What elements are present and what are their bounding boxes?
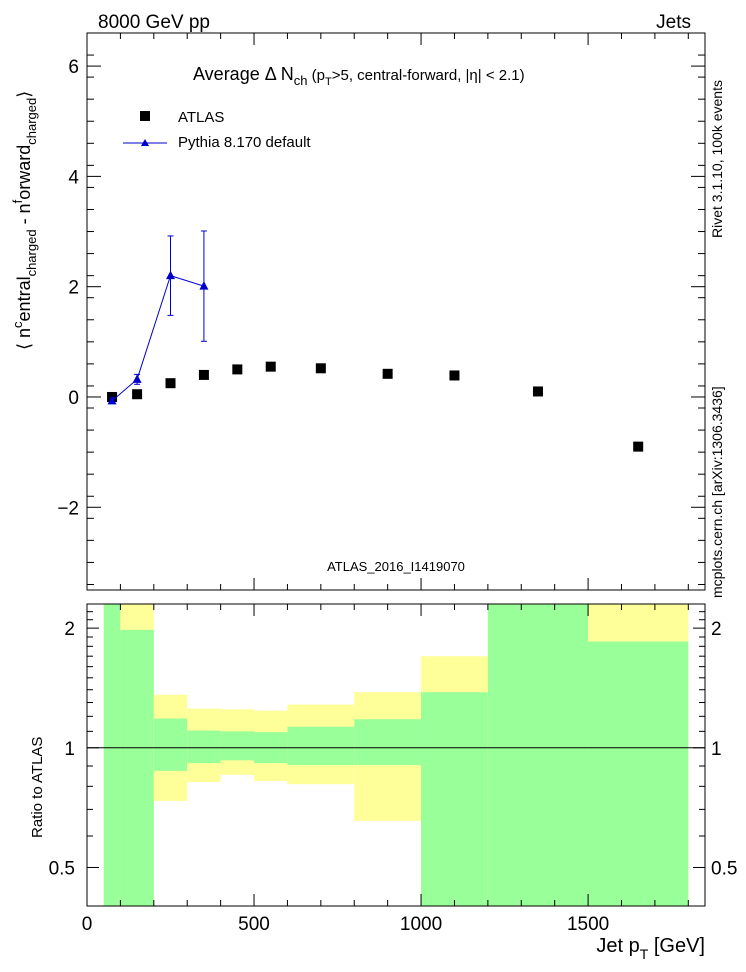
ylabel-mid3: orward	[14, 145, 34, 200]
atlas-point-3	[198, 369, 209, 380]
x-axis-label: Jet pT [GeV]	[596, 935, 705, 962]
stat-band-10	[588, 641, 689, 906]
atlas-point-4	[232, 364, 243, 375]
pythia-point-3	[199, 281, 209, 290]
pythia-point-2	[166, 270, 176, 280]
title-n: N	[276, 64, 294, 84]
ylabel-sub2: charged	[24, 98, 39, 145]
header-energy: 8000 GeV pp	[98, 12, 210, 33]
stat-band-8	[421, 692, 488, 906]
xlabel-main: Jet p	[596, 935, 639, 957]
main-ytick-label-0: −2	[57, 498, 79, 519]
ratio-ytick-label-right-0: 0.5	[711, 858, 737, 879]
main-ytick-label-4: 6	[68, 57, 79, 78]
title-delta: Δ	[265, 64, 277, 84]
ylabel-close: ⟩	[14, 91, 34, 98]
ylabel-sup2: f	[10, 199, 25, 203]
title-average: Average	[193, 64, 265, 84]
title-rest: >5, central-forward, |η| < 2.1)	[332, 67, 525, 84]
ratio-y-label: Ratio to ATLAS	[29, 737, 46, 838]
ylabel-sup1: c	[10, 321, 25, 328]
rivet-label: Rivet 3.1.10, 100k events	[709, 80, 725, 238]
legend-marker-pythia	[141, 139, 149, 146]
ylabel-mid1: entral	[14, 276, 34, 321]
atlas-point-5	[265, 361, 276, 372]
main-series	[107, 230, 644, 452]
atlas-point-9	[532, 386, 543, 397]
stat-band-4	[220, 731, 255, 761]
stat-band-3	[187, 730, 221, 764]
stat-band-6	[287, 726, 355, 766]
main-ytick-label-2: 2	[68, 278, 79, 299]
atlas-point-10	[633, 441, 644, 452]
main-frame	[86, 32, 706, 591]
ratio-ytick-label-right-2: 2	[711, 619, 722, 640]
ylabel-bracket: ⟨ n	[14, 328, 34, 350]
stat-band-1	[120, 629, 154, 906]
atlas-point-6	[315, 363, 326, 374]
stat-band-7	[354, 719, 422, 766]
main-title: Average Δ Nch (pT>5, central-forward, |η…	[193, 64, 525, 88]
ratio-xtick-label-2: 1000	[400, 914, 442, 935]
title-n-sub: ch	[294, 73, 308, 88]
main-ytick-label-1: 0	[68, 388, 79, 409]
ratio-ytick-label-left-0: 0.5	[49, 858, 75, 879]
ratio-xtick-label-0: 0	[82, 914, 93, 935]
atlas-point-2	[165, 378, 176, 389]
xlabel-sub: T	[640, 946, 649, 962]
ratio-ytick-label-right-1: 1	[711, 739, 722, 760]
ratio-xtick-label-3: 1500	[567, 914, 609, 935]
ratio-ytick-label-left-2: 2	[64, 619, 75, 640]
legend-label-atlas: ATLAS	[178, 109, 224, 126]
header-jets: Jets	[656, 12, 691, 33]
ratio-xtick-label-1: 500	[238, 914, 270, 935]
mcplots-label: mcplots.cern.ch [arXiv:1306.3436]	[709, 386, 725, 598]
watermark: ATLAS_2016_I1419070	[327, 559, 465, 574]
title-paren: (p	[307, 67, 325, 84]
title-pt-sub: T	[325, 76, 332, 88]
ylabel-sub1: charged	[24, 229, 39, 276]
ratio-bands	[103, 604, 689, 906]
stat-band-0	[103, 604, 121, 906]
atlas-point-7	[382, 368, 393, 379]
atlas-point-1	[132, 389, 143, 400]
pythia-point-0	[107, 395, 117, 405]
legend-marker-atlas	[140, 111, 150, 121]
ratio-frame	[86, 603, 706, 907]
main-ytick-label-3: 4	[68, 167, 79, 188]
pythia-point-1	[132, 374, 142, 383]
ylabel-mid2: - n	[14, 203, 34, 229]
ratio-ytick-label-left-1: 1	[64, 739, 75, 760]
pythia-line	[111, 275, 205, 402]
atlas-point-8	[449, 370, 460, 381]
legend-label-pythia: Pythia 8.170 default	[178, 134, 311, 151]
stat-band-9	[487, 604, 589, 906]
main-y-label: ⟨ ncentralcharged - nforwardcharged⟩	[10, 91, 39, 350]
xlabel-unit: [GeV]	[648, 935, 705, 957]
legend: ATLAS Pythia 8.170 default	[123, 109, 311, 151]
stat-band-2	[153, 718, 188, 771]
main-axes: −2 0 2 4 6	[57, 32, 706, 591]
ratio-axes: 0.5 0.5 1 1 2 2 0 500 1000 1500	[49, 603, 737, 935]
